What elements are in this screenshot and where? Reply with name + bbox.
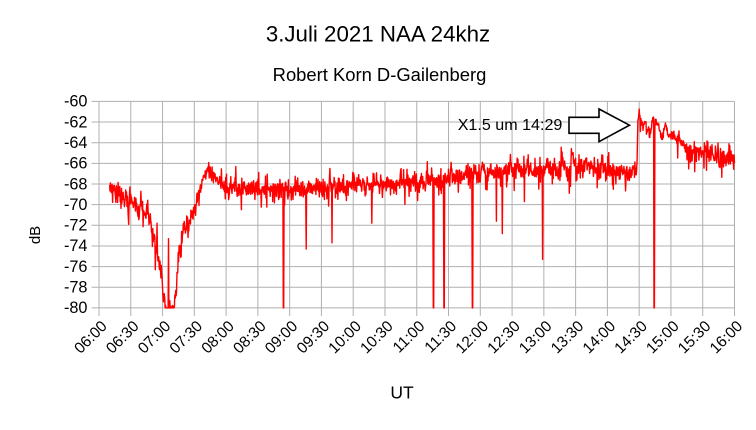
svg-text:Robert Korn D-Gailenberg: Robert Korn D-Gailenberg bbox=[273, 64, 487, 85]
svg-text:UT: UT bbox=[390, 383, 414, 403]
svg-text:-60: -60 bbox=[64, 93, 88, 111]
svg-text:-80: -80 bbox=[64, 299, 88, 317]
svg-text:-74: -74 bbox=[64, 237, 88, 255]
svg-text:X1.5 um 14:29: X1.5 um 14:29 bbox=[458, 116, 563, 134]
svg-text:-68: -68 bbox=[64, 175, 88, 193]
svg-text:-70: -70 bbox=[64, 196, 88, 214]
svg-text:-64: -64 bbox=[64, 134, 88, 152]
svg-text:3.Juli 2021 NAA 24khz: 3.Juli 2021 NAA 24khz bbox=[266, 22, 490, 47]
svg-text:-78: -78 bbox=[64, 279, 88, 297]
svg-text:-66: -66 bbox=[64, 155, 88, 173]
svg-text:-72: -72 bbox=[64, 217, 88, 235]
svg-text:-76: -76 bbox=[64, 258, 88, 276]
svg-text:-62: -62 bbox=[64, 113, 88, 131]
svg-text:dB: dB bbox=[27, 226, 44, 244]
